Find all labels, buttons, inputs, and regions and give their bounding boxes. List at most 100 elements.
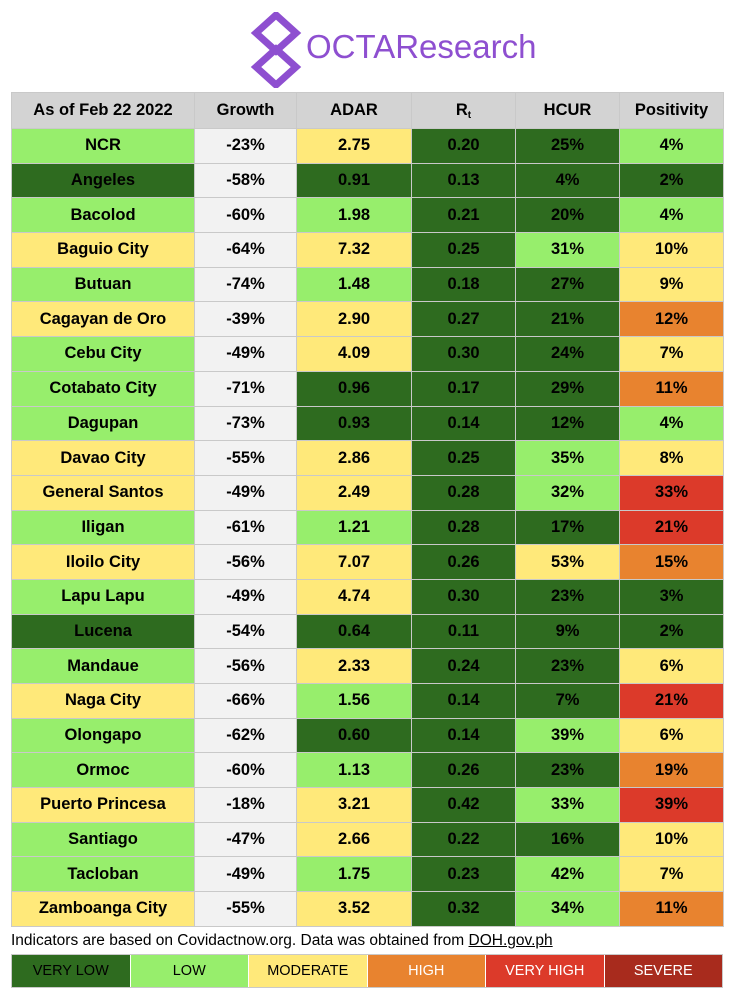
- growth-cell: -64%: [194, 232, 297, 268]
- rt-cell: 0.30: [411, 336, 516, 372]
- positivity-cell: 39%: [619, 787, 724, 823]
- hcur-cell: 29%: [515, 370, 620, 407]
- indicators-table: As of Feb 22 2022 Growth ADAR Rt HCUR Po…: [11, 92, 724, 927]
- rt-cell: 0.21: [411, 197, 516, 234]
- location-cell: Cebu City: [11, 336, 195, 372]
- adar-cell: 3.52: [296, 891, 412, 927]
- positivity-cell: 21%: [619, 509, 724, 546]
- doh-link[interactable]: DOH.gov.ph: [468, 932, 553, 949]
- hcur-cell: 21%: [515, 301, 620, 338]
- positivity-cell: 4%: [619, 197, 724, 234]
- table-row: General Santos -49% 2.49 0.28 32% 33%: [11, 474, 724, 511]
- rt-cell: 0.32: [411, 891, 516, 927]
- location-cell: Lucena: [11, 613, 195, 650]
- rt-cell: 0.18: [411, 266, 516, 303]
- growth-cell: -39%: [194, 301, 297, 338]
- location-cell: Olongapo: [11, 717, 195, 754]
- hcur-cell: 35%: [515, 440, 620, 476]
- table-row: Iloilo City -56% 7.07 0.26 53% 15%: [11, 544, 724, 580]
- location-cell: Zamboanga City: [11, 891, 195, 927]
- rt-cell: 0.30: [411, 578, 516, 615]
- hcur-cell: 24%: [515, 336, 620, 372]
- rt-cell: 0.14: [411, 683, 516, 719]
- growth-cell: -49%: [194, 336, 297, 372]
- growth-cell: -61%: [194, 509, 297, 546]
- table-row: Lapu Lapu -49% 4.74 0.30 23% 3%: [11, 578, 724, 615]
- positivity-cell: 33%: [619, 474, 724, 511]
- table-row: Tacloban -49% 1.75 0.23 42% 7%: [11, 856, 724, 893]
- adar-cell: 0.96: [296, 370, 412, 407]
- table-row: Ormoc -60% 1.13 0.26 23% 19%: [11, 752, 724, 789]
- adar-cell: 2.86: [296, 440, 412, 476]
- legend-low: LOW: [130, 955, 249, 987]
- hcur-cell: 7%: [515, 683, 620, 719]
- adar-cell: 2.49: [296, 474, 412, 511]
- hcur-cell: 32%: [515, 474, 620, 511]
- rt-cell: 0.14: [411, 717, 516, 754]
- table-row: Dagupan -73% 0.93 0.14 12% 4%: [11, 405, 724, 442]
- legend-severe: SEVERE: [604, 955, 722, 987]
- growth-cell: -49%: [194, 578, 297, 615]
- growth-cell: -60%: [194, 197, 297, 234]
- growth-cell: -71%: [194, 370, 297, 407]
- table-row: Santiago -47% 2.66 0.22 16% 10%: [11, 821, 724, 858]
- adar-cell: 1.56: [296, 683, 412, 719]
- location-cell: Bacolod: [11, 197, 195, 234]
- table-row: Cagayan de Oro -39% 2.90 0.27 21% 12%: [11, 301, 724, 338]
- positivity-cell: 6%: [619, 648, 724, 684]
- growth-cell: -55%: [194, 891, 297, 927]
- growth-cell: -62%: [194, 717, 297, 754]
- positivity-cell: 9%: [619, 266, 724, 303]
- positivity-cell: 12%: [619, 301, 724, 338]
- table-row: Puerto Princesa -18% 3.21 0.42 33% 39%: [11, 787, 724, 823]
- rt-cell: 0.20: [411, 128, 516, 164]
- hcur-cell: 33%: [515, 787, 620, 823]
- adar-cell: 1.21: [296, 509, 412, 546]
- footnote: Indicators are based on Covidactnow.org.…: [11, 932, 723, 950]
- rt-cell: 0.28: [411, 474, 516, 511]
- hcur-cell: 16%: [515, 821, 620, 858]
- adar-cell: 2.66: [296, 821, 412, 858]
- hcur-cell: 20%: [515, 197, 620, 234]
- location-cell: General Santos: [11, 474, 195, 511]
- hcur-cell: 25%: [515, 128, 620, 164]
- location-cell: Davao City: [11, 440, 195, 476]
- hcur-cell: 31%: [515, 232, 620, 268]
- adar-cell: 0.91: [296, 162, 412, 199]
- adar-cell: 7.32: [296, 232, 412, 268]
- positivity-cell: 4%: [619, 405, 724, 442]
- location-cell: Angeles: [11, 162, 195, 199]
- rt-cell: 0.28: [411, 509, 516, 546]
- table-row: Butuan -74% 1.48 0.18 27% 9%: [11, 266, 724, 303]
- table-row: Mandaue -56% 2.33 0.24 23% 6%: [11, 648, 724, 684]
- hcur-cell: 42%: [515, 856, 620, 893]
- adar-cell: 2.33: [296, 648, 412, 684]
- location-cell: Puerto Princesa: [11, 787, 195, 823]
- adar-cell: 2.90: [296, 301, 412, 338]
- header-growth: Growth: [194, 92, 297, 129]
- location-cell: Butuan: [11, 266, 195, 303]
- location-cell: Baguio City: [11, 232, 195, 268]
- positivity-cell: 10%: [619, 232, 724, 268]
- adar-cell: 2.75: [296, 128, 412, 164]
- octa-logo-icon: [250, 12, 302, 88]
- hcur-cell: 17%: [515, 509, 620, 546]
- table-row: Zamboanga City -55% 3.52 0.32 34% 11%: [11, 891, 724, 927]
- positivity-cell: 10%: [619, 821, 724, 858]
- growth-cell: -55%: [194, 440, 297, 476]
- growth-cell: -58%: [194, 162, 297, 199]
- rt-cell: 0.24: [411, 648, 516, 684]
- rt-cell: 0.11: [411, 613, 516, 650]
- header-adar: ADAR: [296, 92, 412, 129]
- table-row: Olongapo -62% 0.60 0.14 39% 6%: [11, 717, 724, 754]
- growth-cell: -56%: [194, 648, 297, 684]
- rt-cell: 0.23: [411, 856, 516, 893]
- table-row: Angeles -58% 0.91 0.13 4% 2%: [11, 162, 724, 199]
- table-header-row: As of Feb 22 2022 Growth ADAR Rt HCUR Po…: [11, 92, 724, 129]
- location-cell: Iloilo City: [11, 544, 195, 580]
- rt-cell: 0.42: [411, 787, 516, 823]
- positivity-cell: 21%: [619, 683, 724, 719]
- table-row: NCR -23% 2.75 0.20 25% 4%: [11, 128, 724, 164]
- location-cell: Cagayan de Oro: [11, 301, 195, 338]
- location-cell: Cotabato City: [11, 370, 195, 407]
